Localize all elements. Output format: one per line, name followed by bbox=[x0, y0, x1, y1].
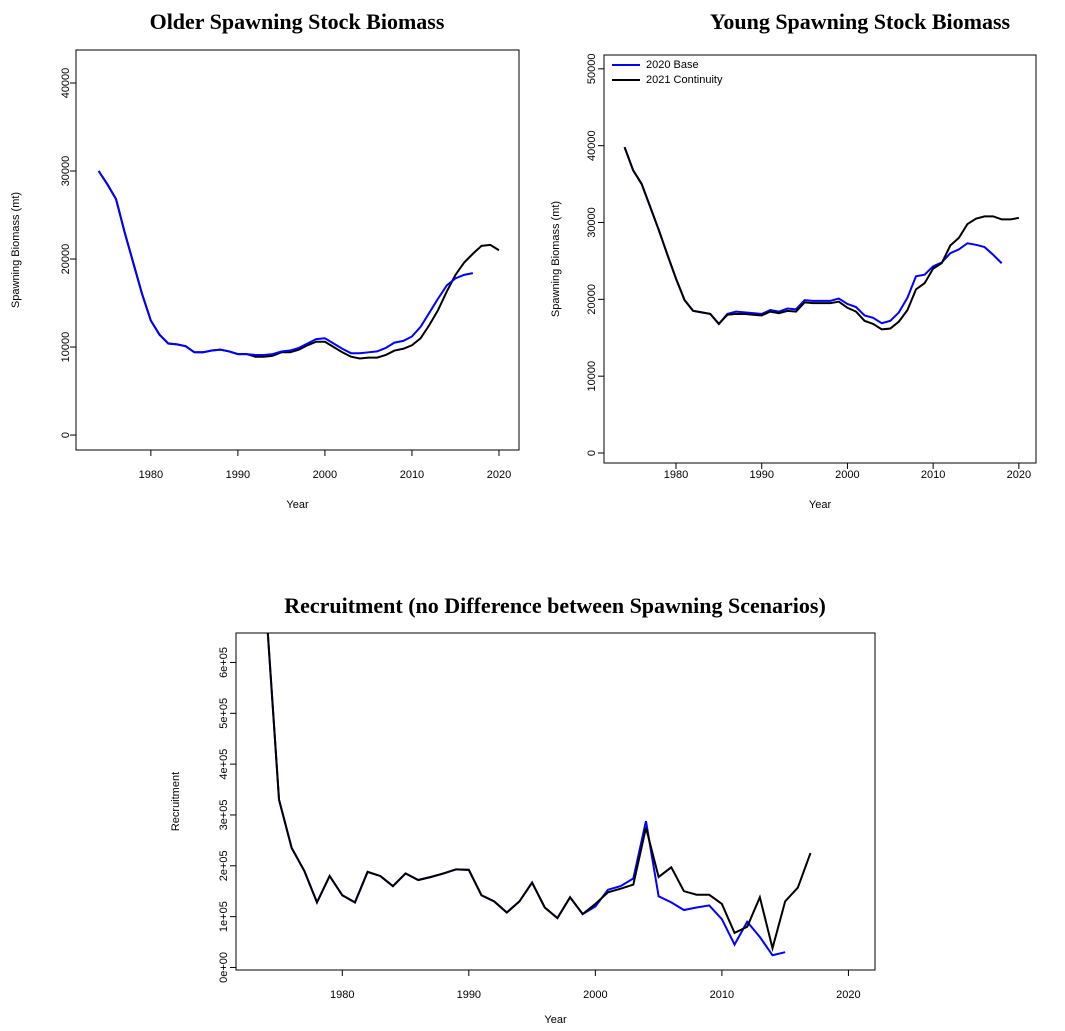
y-tick-label: 30000 bbox=[586, 207, 598, 238]
series-line bbox=[623, 146, 1003, 326]
y-axis-label: Recruitment bbox=[170, 772, 182, 831]
y-tick-label: 0 bbox=[60, 432, 72, 438]
plot-frame bbox=[75, 49, 520, 451]
y-tick-label: 4e+05 bbox=[218, 749, 230, 780]
series-line bbox=[97, 170, 474, 356]
legend-label: 2020 Base bbox=[646, 59, 699, 71]
series-line bbox=[97, 170, 500, 360]
x-axis-label: Year bbox=[286, 499, 309, 511]
y-tick-label: 10000 bbox=[60, 332, 72, 363]
y-tick-label: 30000 bbox=[60, 156, 72, 187]
x-tick-label: 2010 bbox=[400, 469, 424, 481]
x-tick-label: 1990 bbox=[457, 989, 481, 1001]
plot-area bbox=[266, 633, 812, 957]
x-tick-label: 1990 bbox=[226, 469, 250, 481]
y-tick-label: 1e+05 bbox=[218, 901, 230, 932]
chart-title: Recruitment (no Difference between Spawn… bbox=[284, 593, 826, 618]
plot-frame bbox=[603, 54, 1037, 464]
legend-label: 2021 Continuity bbox=[646, 74, 723, 86]
y-tick-label: 10000 bbox=[586, 361, 598, 392]
y-tick-label: 50000 bbox=[586, 54, 598, 85]
y-tick-label: 6e+05 bbox=[218, 647, 230, 678]
x-tick-label: 2020 bbox=[836, 989, 860, 1001]
y-tick-label: 3e+05 bbox=[218, 800, 230, 831]
x-axis-label: Year bbox=[809, 499, 832, 511]
series-line bbox=[266, 633, 812, 953]
y-tick-label: 20000 bbox=[586, 284, 598, 315]
y-axis-label: Spawning Biomass (mt) bbox=[550, 201, 562, 317]
x-tick-label: 2020 bbox=[1007, 469, 1031, 481]
x-tick-label: 1980 bbox=[139, 469, 163, 481]
x-axis-label: Year bbox=[544, 1014, 567, 1026]
x-tick-label: 2000 bbox=[313, 469, 337, 481]
x-tick-label: 2000 bbox=[835, 469, 859, 481]
x-tick-label: 2010 bbox=[710, 989, 734, 1001]
chart-title: Older Spawning Stock Biomass bbox=[150, 9, 445, 34]
x-tick-label: 2010 bbox=[921, 469, 945, 481]
y-tick-label: 0e+00 bbox=[218, 952, 230, 983]
y-tick-label: 0 bbox=[586, 450, 598, 456]
chart-title: Young Spawning Stock Biomass bbox=[710, 9, 1011, 34]
y-tick-label: 40000 bbox=[586, 130, 598, 161]
plot-area bbox=[623, 146, 1020, 331]
y-tick-label: 2e+05 bbox=[218, 850, 230, 881]
x-tick-label: 1980 bbox=[330, 989, 354, 1001]
y-axis-label: Spawning Biomass (mt) bbox=[10, 192, 22, 308]
x-tick-label: 2020 bbox=[487, 469, 511, 481]
y-tick-label: 40000 bbox=[60, 68, 72, 99]
y-tick-label: 5e+05 bbox=[218, 698, 230, 729]
y-tick-label: 20000 bbox=[60, 244, 72, 275]
series-line bbox=[266, 633, 786, 957]
plot-area bbox=[97, 170, 500, 360]
plot-frame bbox=[235, 632, 876, 971]
x-tick-label: 2000 bbox=[583, 989, 607, 1001]
x-tick-label: 1980 bbox=[664, 469, 688, 481]
series-line bbox=[623, 146, 1020, 331]
x-tick-label: 1990 bbox=[749, 469, 773, 481]
